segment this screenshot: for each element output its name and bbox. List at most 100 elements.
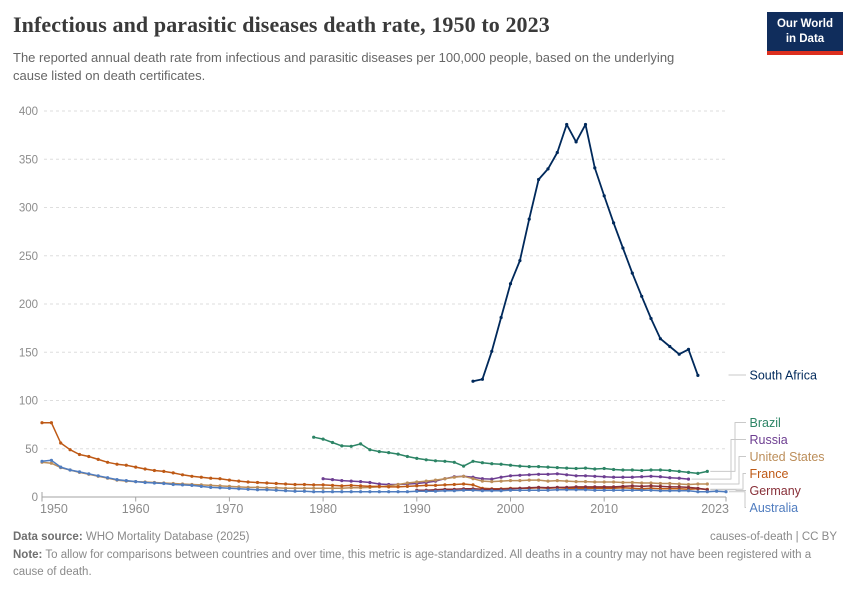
data-point bbox=[302, 486, 306, 490]
data-point bbox=[415, 489, 419, 493]
entity-label-brazil[interactable]: Brazil bbox=[750, 416, 781, 430]
data-point bbox=[405, 454, 409, 459]
data-point bbox=[330, 486, 335, 490]
data-point bbox=[555, 488, 559, 492]
data-point bbox=[40, 421, 44, 425]
entity-label-france[interactable]: France bbox=[750, 467, 789, 481]
data-point bbox=[621, 468, 625, 472]
series-australia[interactable]: Australia bbox=[40, 458, 799, 515]
x-axis-label-1990: 1990 bbox=[403, 502, 431, 516]
data-point bbox=[443, 477, 447, 481]
data-point bbox=[340, 484, 344, 488]
data-point bbox=[312, 486, 316, 490]
data-point bbox=[490, 480, 494, 484]
data-point bbox=[658, 475, 663, 479]
data-point bbox=[593, 480, 597, 484]
data-point bbox=[583, 485, 588, 489]
data-point bbox=[405, 490, 409, 494]
data-point bbox=[555, 466, 559, 470]
data-point bbox=[668, 468, 672, 473]
entity-label-south-africa[interactable]: South Africa bbox=[750, 369, 817, 383]
data-point bbox=[265, 481, 269, 485]
entity-label-russia[interactable]: Russia bbox=[750, 433, 788, 447]
data-point bbox=[649, 484, 653, 488]
data-point bbox=[527, 486, 531, 490]
data-point bbox=[284, 486, 288, 490]
data-point bbox=[68, 448, 72, 452]
data-point bbox=[359, 442, 363, 446]
data-point bbox=[574, 474, 578, 478]
data-point bbox=[415, 456, 419, 460]
data-point bbox=[462, 482, 466, 486]
data-point bbox=[583, 480, 588, 484]
data-point bbox=[452, 460, 456, 464]
data-point bbox=[705, 469, 709, 473]
y-axis-label-0: 0 bbox=[32, 492, 38, 504]
owid-logo[interactable]: Our World in Data bbox=[767, 12, 843, 55]
data-point bbox=[330, 440, 335, 445]
data-point bbox=[630, 475, 634, 479]
data-point bbox=[546, 486, 550, 490]
data-point bbox=[630, 484, 634, 488]
data-point bbox=[452, 482, 456, 487]
series-france[interactable]: France bbox=[40, 421, 788, 491]
series-russia[interactable]: Russia bbox=[321, 433, 788, 487]
data-point bbox=[602, 475, 606, 479]
data-point bbox=[630, 488, 634, 492]
series-line-united-states[interactable] bbox=[41, 461, 709, 490]
data-point bbox=[612, 485, 616, 489]
data-point bbox=[527, 478, 531, 482]
data-point bbox=[87, 454, 91, 459]
data-point bbox=[134, 465, 138, 469]
data-point bbox=[96, 474, 100, 478]
data-point bbox=[546, 479, 550, 483]
series-brazil[interactable]: Brazil bbox=[312, 416, 781, 475]
data-point bbox=[40, 459, 44, 463]
series-line-france[interactable] bbox=[41, 421, 709, 491]
entity-label-germany[interactable]: Germany bbox=[750, 484, 802, 498]
label-connector-russia bbox=[691, 439, 746, 480]
chart-subtitle: The reported annual death rate from infe… bbox=[13, 50, 675, 84]
series-line-brazil[interactable] bbox=[312, 436, 709, 475]
data-point bbox=[349, 486, 353, 490]
data-point bbox=[368, 448, 372, 452]
data-point bbox=[686, 470, 691, 474]
data-point bbox=[209, 485, 213, 489]
data-point bbox=[499, 489, 503, 493]
data-point bbox=[640, 488, 644, 492]
data-point bbox=[471, 477, 475, 481]
data-point bbox=[490, 349, 494, 353]
label-connector-germany bbox=[710, 489, 746, 491]
data-point bbox=[518, 473, 522, 477]
y-axis-label-150: 150 bbox=[19, 347, 38, 359]
entity-label-united-states[interactable]: United States bbox=[750, 450, 825, 464]
data-point bbox=[658, 337, 663, 341]
data-point bbox=[255, 480, 260, 485]
data-point bbox=[640, 481, 644, 485]
data-point bbox=[593, 488, 597, 492]
series-line-south-africa[interactable] bbox=[472, 123, 699, 383]
data-point bbox=[630, 480, 634, 485]
data-point bbox=[537, 465, 541, 469]
series-line-russia[interactable] bbox=[322, 473, 690, 486]
data-point bbox=[340, 486, 344, 490]
data-point bbox=[555, 150, 559, 155]
data-point bbox=[621, 480, 625, 485]
data-point bbox=[621, 475, 625, 479]
data-point bbox=[499, 475, 503, 479]
data-point bbox=[452, 475, 456, 479]
data-point bbox=[696, 490, 700, 494]
data-point bbox=[574, 140, 578, 144]
series-germany[interactable]: Germany bbox=[415, 484, 802, 498]
data-point bbox=[443, 483, 447, 487]
data-point bbox=[583, 488, 588, 492]
series-south-africa[interactable]: South Africa bbox=[471, 122, 817, 383]
y-axis-label-50: 50 bbox=[25, 444, 38, 456]
data-point bbox=[677, 352, 681, 356]
data-point bbox=[668, 476, 672, 480]
entity-label-australia[interactable]: Australia bbox=[750, 501, 799, 515]
data-point bbox=[265, 488, 269, 492]
data-point bbox=[677, 489, 681, 493]
data-point bbox=[377, 482, 381, 486]
data-point bbox=[574, 488, 578, 492]
